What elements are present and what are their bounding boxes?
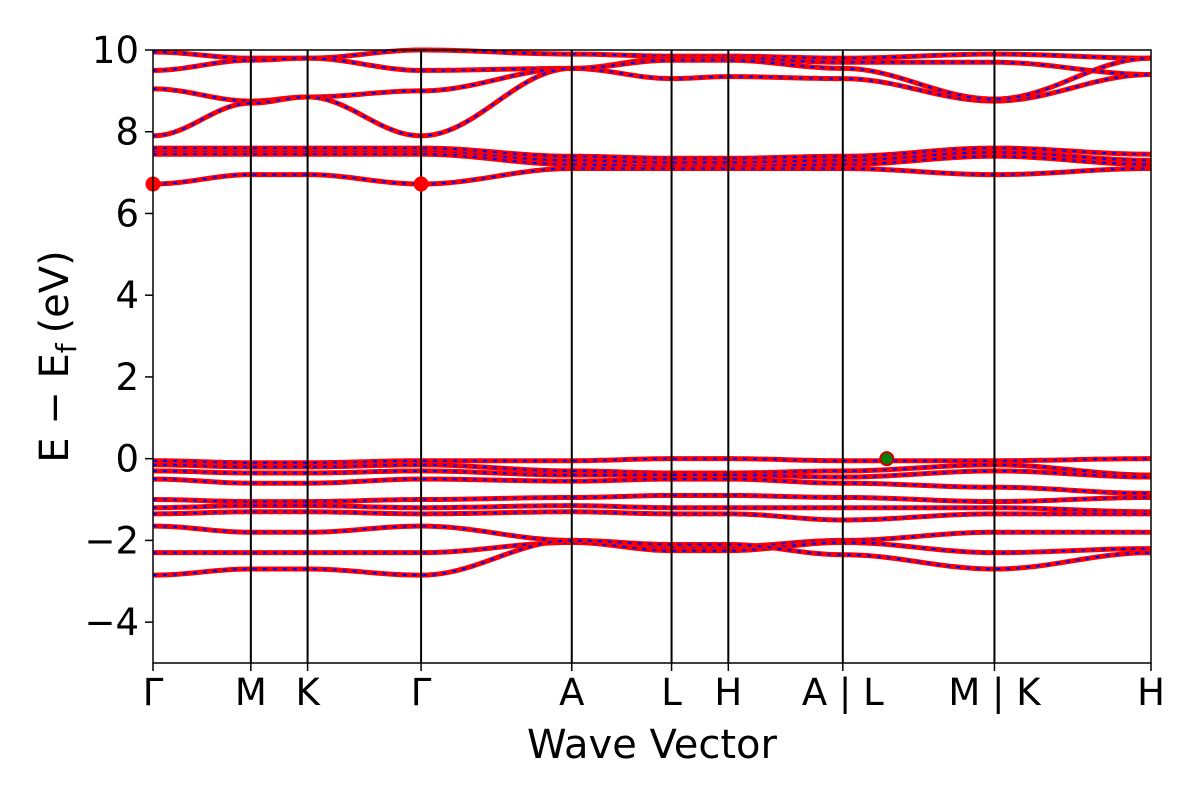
x-tick-label: H: [1137, 671, 1165, 714]
band-c1-spin-down: [152, 166, 1152, 187]
band-c2a-spin-down: [153, 145, 1152, 161]
y-tick-label: 10: [92, 29, 139, 72]
y-tick-label: 4: [115, 274, 139, 317]
y-axis-label-main: E − E: [32, 353, 78, 463]
x-tick-label: A: [559, 671, 584, 714]
band-c4-spin-up: [152, 67, 1152, 103]
y-tick-label: −2: [84, 519, 139, 562]
y-tick-label: 6: [115, 192, 139, 235]
y-axis-label-sub: f: [50, 342, 83, 353]
band-v10-spin-down: [152, 537, 1152, 578]
x-tick-label: M: [235, 671, 267, 714]
x-tick-label: K: [295, 671, 321, 714]
cbm-marker: [413, 176, 429, 192]
y-ticks: −4 −2 0 2 4 6 8 10: [84, 29, 153, 644]
band-c2c-spin-down: [153, 151, 1152, 169]
y-tick-label: 2: [115, 356, 139, 399]
bands-layer: [152, 47, 1152, 578]
band-v5-spin-down: [152, 492, 1152, 505]
band-v2-spin-down: [152, 462, 1152, 478]
band-v4-spin-down: [152, 476, 1152, 496]
x-tick-label: A | L: [802, 671, 884, 714]
x-axis-label: Wave Vector: [527, 722, 778, 768]
y-tick-label: 0: [115, 438, 139, 481]
y-axis-label-unit: (eV): [32, 250, 78, 333]
x-tick-label: H: [714, 671, 742, 714]
band-v10-spin-up: [152, 539, 1152, 577]
y-axis-label: E − Ef (eV): [32, 250, 83, 463]
band-v7-spin-down: [152, 509, 1151, 523]
band-v3-spin-down: [152, 468, 1152, 480]
band-c3-spin-up: [152, 57, 1152, 137]
x-tick-label: Γ: [143, 671, 164, 714]
plot-frame: [152, 49, 1152, 664]
x-tick-label: L: [661, 671, 682, 714]
y-tick-label: 8: [115, 111, 139, 154]
kpoint-lines: [249, 50, 996, 663]
band-c3-spin-down: [152, 55, 1152, 139]
x-tick-label: M | K: [948, 671, 1042, 714]
band-v1-spin-down: [152, 456, 1152, 466]
band-c1-spin-up: [152, 167, 1152, 186]
x-tick-label: Γ: [411, 671, 432, 714]
vbm-marker: [879, 451, 895, 467]
y-tick-label: −4: [84, 601, 139, 644]
extremum-markers: [145, 176, 895, 467]
band-v6-spin-down: [152, 503, 1152, 515]
band-v9-spin-down: [153, 539, 1152, 556]
